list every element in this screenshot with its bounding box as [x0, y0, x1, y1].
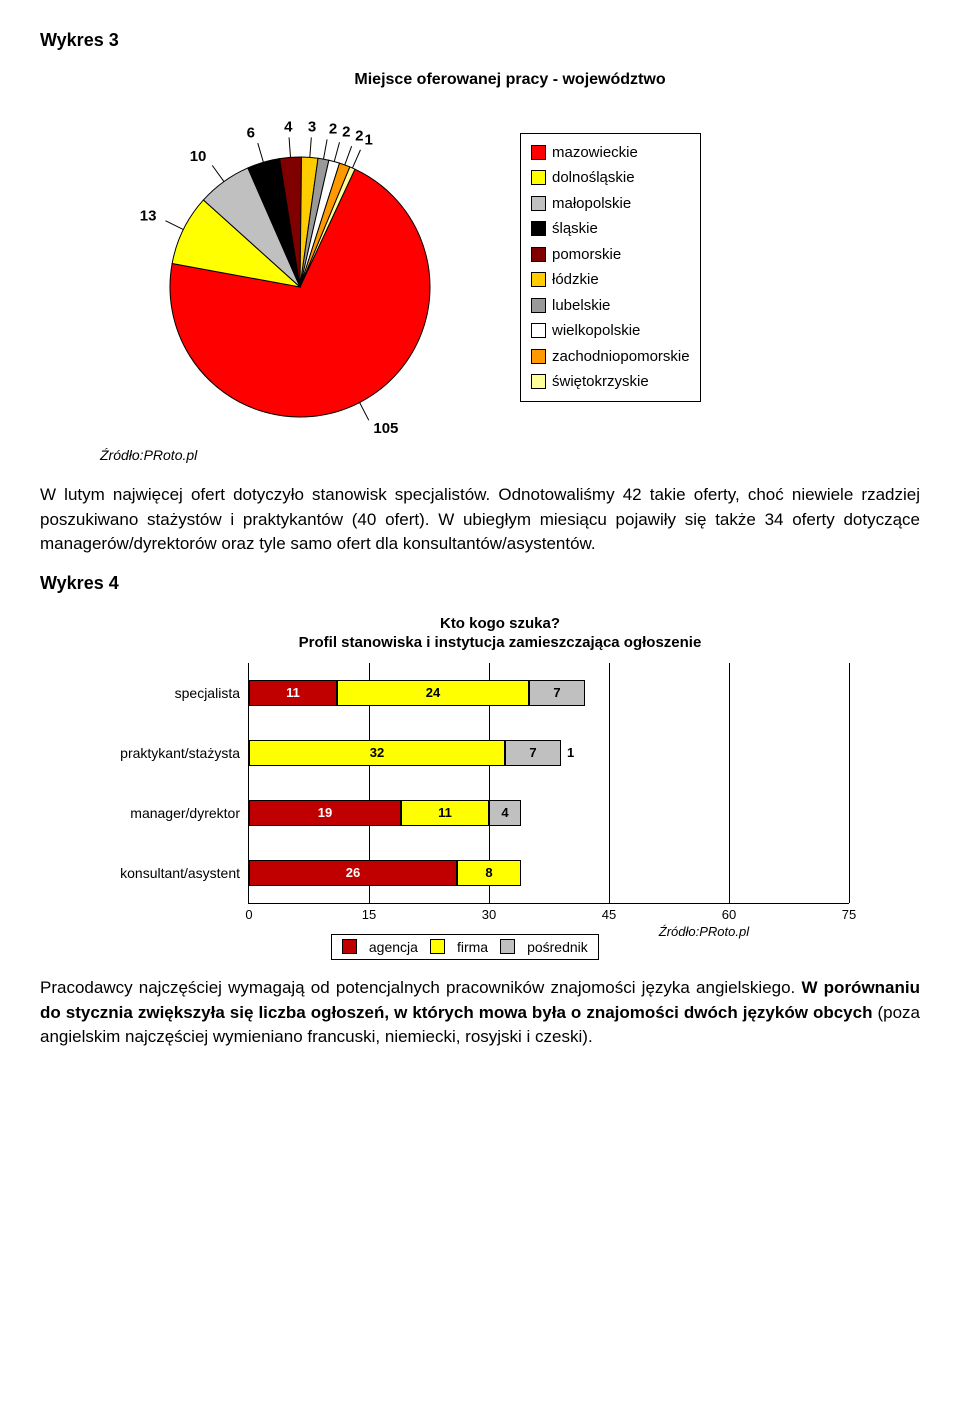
- pie-value-label: 13: [140, 207, 157, 224]
- bar-category-label: praktykant/stażysta: [80, 723, 240, 783]
- legend-label: łódzkie: [552, 267, 599, 293]
- legend-item: małopolskie: [531, 191, 690, 217]
- gridline: [849, 663, 850, 903]
- pie-value-label: 2: [329, 121, 337, 138]
- legend-label: mazowieckie: [552, 140, 638, 166]
- x-tick-label: 15: [362, 903, 376, 922]
- legend-swatch: [430, 939, 445, 954]
- bar-segment: 7: [505, 740, 561, 766]
- x-tick-label: 30: [482, 903, 496, 922]
- pie-value-label: 3: [308, 118, 316, 135]
- legend-item: wielkopolskie: [531, 318, 690, 344]
- bar-category-label: specjalista: [80, 663, 240, 723]
- legend-label: firma: [457, 939, 488, 955]
- pie-chart-title: Miejsce oferowanej pracy - województwo: [100, 71, 920, 89]
- pie-source: Źródło:PRoto.pl: [100, 447, 920, 463]
- legend-item: łódzkie: [531, 267, 690, 293]
- bar-y-labels: specjalistapraktykant/stażystamanager/dy…: [80, 663, 248, 904]
- bar-title-line1: Kto kogo szuka?: [440, 615, 560, 632]
- pie-value-label: 2: [355, 128, 363, 145]
- legend-swatch: [531, 272, 546, 287]
- bar-row: 3271: [249, 723, 849, 783]
- para2-part-a: Pracodawcy najczęściej wymagają od poten…: [40, 978, 801, 997]
- bar-row: 268: [249, 843, 849, 903]
- legend-label: agencja: [369, 939, 418, 955]
- bar-segment: 7: [529, 680, 585, 706]
- bar-segment: 11: [401, 800, 489, 826]
- pie-legend: mazowieckiedolnośląskiemałopolskieśląski…: [520, 133, 701, 402]
- bar-segment: 26: [249, 860, 457, 886]
- legend-item: świętokrzyskie: [531, 369, 690, 395]
- x-tick-label: 45: [602, 903, 616, 922]
- legend-label: pomorskie: [552, 242, 621, 268]
- bar-legend: agencja firma pośrednik: [331, 934, 599, 960]
- pie-value-label: 2: [342, 124, 350, 141]
- bar-segment: 4: [489, 800, 521, 826]
- legend-swatch: [531, 349, 546, 364]
- bar-segment: 11: [249, 680, 337, 706]
- pie-value-label: 10: [190, 148, 207, 165]
- x-tick-label: 75: [842, 903, 856, 922]
- pie-value-label: 4: [284, 118, 293, 135]
- legend-swatch: [531, 374, 546, 389]
- pie-value-label: 6: [247, 124, 255, 141]
- bar-chart-title: Kto kogo szuka? Profil stanowiska i inst…: [80, 614, 920, 653]
- bar-outside-label: 1: [567, 745, 574, 760]
- pie-value-label: 1: [365, 132, 373, 149]
- legend-label: pośrednik: [527, 939, 588, 955]
- pie-value-label: 105: [373, 420, 398, 437]
- x-tick-label: 0: [245, 903, 252, 922]
- legend-swatch: [531, 298, 546, 313]
- legend-item: pomorskie: [531, 242, 690, 268]
- bar-row: 11247: [249, 663, 849, 723]
- paragraph-2: Pracodawcy najczęściej wymagają od poten…: [40, 976, 920, 1050]
- legend-swatch: [531, 170, 546, 185]
- bar-source: Źródło:PRoto.pl: [659, 924, 749, 939]
- legend-swatch: [531, 221, 546, 236]
- bar-segment: 32: [249, 740, 505, 766]
- legend-swatch: [531, 145, 546, 160]
- legend-swatch: [500, 939, 515, 954]
- bar-title-line2: Profil stanowiska i instytucja zamieszcz…: [299, 634, 702, 651]
- bar-segment: 24: [337, 680, 529, 706]
- legend-item: śląskie: [531, 216, 690, 242]
- legend-label: śląskie: [552, 216, 598, 242]
- legend-swatch: [342, 939, 357, 954]
- legend-swatch: [531, 196, 546, 211]
- heading-wykres-4: Wykres 4: [40, 573, 920, 594]
- legend-label: zachodniopomorskie: [552, 344, 690, 370]
- bar-segment: 19: [249, 800, 401, 826]
- legend-item: zachodniopomorskie: [531, 344, 690, 370]
- legend-item: dolnośląskie: [531, 165, 690, 191]
- x-tick-label: 60: [722, 903, 736, 922]
- bar-category-label: manager/dyrektor: [80, 783, 240, 843]
- heading-wykres-3: Wykres 3: [40, 30, 920, 51]
- legend-swatch: [531, 323, 546, 338]
- legend-item: mazowieckie: [531, 140, 690, 166]
- pie-chart: 10513106432221: [100, 97, 480, 437]
- paragraph-1: W lutym najwięcej ofert dotyczyło stanow…: [40, 483, 920, 557]
- bar-plot-area: 0153045607511247327119114268: [248, 663, 849, 904]
- legend-item: lubelskie: [531, 293, 690, 319]
- pie-chart-container: Miejsce oferowanej pracy - województwo 1…: [100, 71, 920, 437]
- bar-chart-container: Kto kogo szuka? Profil stanowiska i inst…: [80, 614, 920, 960]
- legend-label: świętokrzyskie: [552, 369, 649, 395]
- legend-label: dolnośląskie: [552, 165, 635, 191]
- bar-category-label: konsultant/asystent: [80, 843, 240, 903]
- legend-label: wielkopolskie: [552, 318, 640, 344]
- legend-swatch: [531, 247, 546, 262]
- bar-segment: 8: [457, 860, 521, 886]
- legend-label: małopolskie: [552, 191, 631, 217]
- bar-row: 19114: [249, 783, 849, 843]
- legend-label: lubelskie: [552, 293, 610, 319]
